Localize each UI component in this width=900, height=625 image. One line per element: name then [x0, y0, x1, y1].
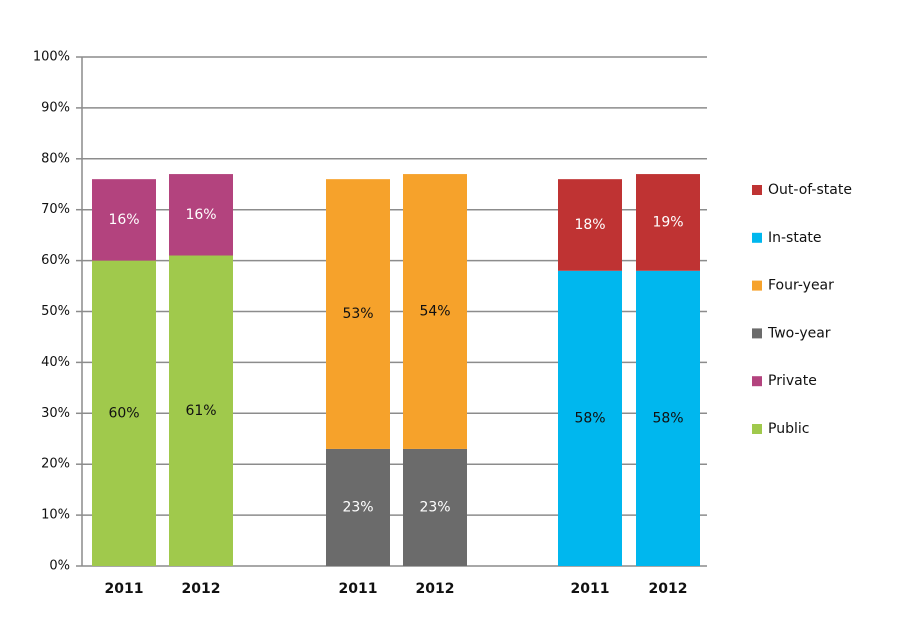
y-tick-label: 100%: [33, 50, 70, 65]
bar-segment: [169, 255, 233, 566]
bar-segment: [636, 174, 700, 271]
legend-swatch: [752, 376, 762, 387]
x-tick-label: 2012: [649, 581, 688, 597]
y-tick-label: 60%: [41, 253, 70, 268]
legend-label: In-state: [768, 230, 822, 246]
y-tick-label: 70%: [41, 202, 70, 217]
bar-segment: [326, 179, 390, 449]
legend-swatch: [752, 232, 762, 243]
data-label: 18%: [574, 217, 605, 233]
legend-label: Public: [768, 421, 809, 437]
legend-label: Two-year: [767, 325, 831, 341]
bar-segment: [403, 174, 467, 449]
legend-label: Four-year: [768, 278, 834, 294]
data-label: 60%: [108, 405, 139, 421]
bar-segment: [326, 448, 390, 566]
y-tick-label: 0%: [49, 559, 70, 574]
legend-swatch: [752, 328, 762, 339]
y-tick-label: 20%: [41, 457, 70, 472]
y-tick-label: 90%: [41, 100, 70, 115]
legend-swatch: [752, 185, 762, 195]
bar-segment: [92, 179, 156, 261]
data-label: 53%: [342, 306, 373, 322]
data-label: 19%: [652, 214, 683, 230]
bar-segment: [403, 448, 467, 566]
legend-label: Out-of-state: [768, 182, 852, 198]
x-tick-label: 2012: [416, 581, 455, 597]
y-tick-label: 40%: [41, 355, 70, 370]
data-label: 16%: [108, 212, 139, 228]
y-tick-label: 80%: [41, 151, 70, 166]
bar-segment: [92, 260, 156, 566]
x-tick-label: 2012: [182, 581, 221, 597]
x-tick-label: 2011: [571, 581, 610, 597]
legend-label: Private: [768, 373, 817, 389]
data-label: 23%: [419, 499, 450, 515]
y-tick-label: 30%: [41, 406, 70, 421]
x-tick-label: 2011: [105, 581, 144, 597]
data-label: 16%: [185, 207, 216, 223]
data-label: 23%: [342, 499, 373, 515]
data-label: 61%: [185, 403, 216, 419]
legend-swatch: [752, 424, 762, 434]
legend-swatch: [752, 280, 762, 291]
x-tick-label: 2011: [339, 581, 378, 597]
bar-segment: [636, 270, 700, 566]
data-label: 58%: [574, 410, 605, 426]
data-label: 58%: [652, 410, 683, 426]
bar-segment: [558, 270, 622, 566]
bar-segment: [169, 174, 233, 256]
y-tick-label: 50%: [41, 304, 70, 319]
y-tick-label: 10%: [41, 508, 70, 523]
data-label: 54%: [419, 304, 450, 320]
bar-segment: [558, 179, 622, 271]
